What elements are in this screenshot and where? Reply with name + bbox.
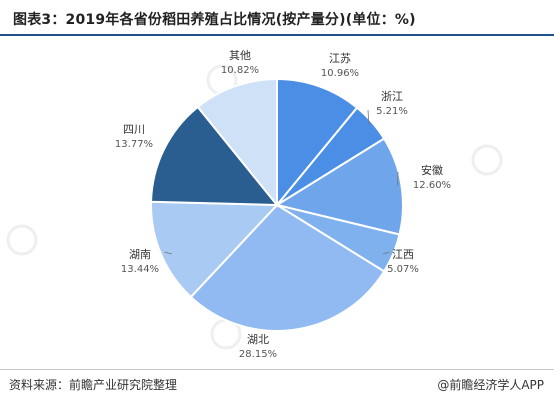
slice-value-label: 12.60% [413,180,451,191]
pie-slice-四川 [150,105,280,207]
slice-name-label: 湖北 [247,333,269,346]
label-leader-lines [164,109,399,255]
footer-divider [0,369,554,370]
slice-value-label: 5.21% [376,106,408,117]
slice-value-label: 13.77% [115,139,153,150]
slice-value-label: 13.44% [121,264,159,275]
pie-slice-江苏 [276,77,359,208]
source-note: 资料来源：前瞻产业研究院整理 [9,378,178,392]
title-divider [0,34,554,36]
slice-value-label: 5.07% [387,264,419,275]
leader-line-江西 [382,251,390,255]
leader-line-安徽 [397,171,399,186]
slice-name-label: 四川 [123,123,145,136]
slice-value-label: 10.96% [321,68,359,79]
pie-slice-湖南 [150,200,280,299]
slice-value-label: 28.15% [239,349,277,360]
pie-slice-湖北 [189,203,386,332]
slice-name-label: 湖南 [129,248,151,261]
slice-name-label: 安徽 [421,163,443,177]
slice-name-label: 江西 [392,248,414,261]
slice-value-label: 10.82% [221,65,259,76]
pie-slices [150,77,404,332]
leader-line-浙江 [367,109,370,125]
pie-slice-其他 [196,77,278,208]
leader-line-湖南 [164,251,173,255]
credit-note: @前瞻经济学人APP [437,378,544,392]
slice-name-label: 江苏 [329,52,351,65]
chart-title: 图表3：2019年各省份稻田养殖占比情况(按产量分)(单位：%) [13,12,416,28]
pie-slice-安徽 [274,137,404,236]
slice-name-label: 浙江 [381,90,403,103]
slice-name-label: 其他 [229,49,251,62]
slice-labels: 江苏 10.96% 浙江 5.21% 安徽 12.60% 江西 5.07% 湖北 28.15% 湖南… [115,49,451,360]
